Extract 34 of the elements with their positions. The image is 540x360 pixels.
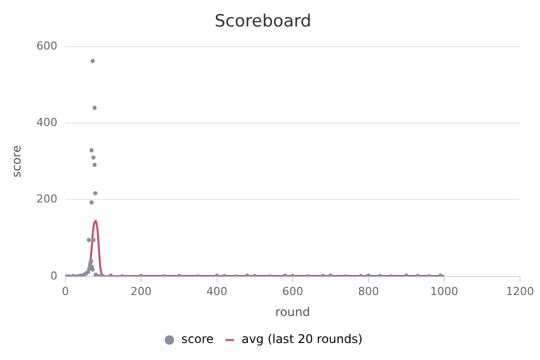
- point: [416, 274, 420, 276]
- x-tick-label: 800: [358, 284, 379, 298]
- point: [252, 274, 257, 276]
- y-tick-label: 400: [36, 116, 58, 129]
- chart-title: Scoreboard: [214, 12, 312, 32]
- point: [245, 274, 250, 276]
- y-tick-label: 600: [36, 39, 58, 52]
- y-tick-label: 0: [50, 269, 58, 282]
- point: [90, 267, 95, 272]
- y-tick-label: 200: [36, 192, 58, 206]
- y-axis-title: score: [9, 145, 24, 178]
- x-tick-label: 400: [206, 284, 228, 298]
- point: [290, 274, 295, 276]
- point: [92, 162, 97, 167]
- point: [89, 200, 94, 205]
- point: [89, 148, 94, 152]
- point: [92, 106, 97, 110]
- x-tick-label: 1000: [430, 284, 458, 298]
- legend-label: score: [181, 332, 214, 346]
- x-axis-title: round: [275, 304, 310, 319]
- point: [378, 274, 382, 276]
- point: [93, 191, 98, 196]
- x-tick-label: 1200: [506, 284, 534, 298]
- x-tick-label: 600: [282, 284, 304, 298]
- point: [86, 238, 91, 242]
- legend-label: avg (last 20 rounds): [242, 332, 363, 346]
- point: [283, 274, 288, 276]
- point: [108, 274, 113, 276]
- point: [404, 274, 408, 276]
- point: [91, 238, 96, 242]
- point: [90, 58, 95, 64]
- point: [91, 155, 96, 160]
- x-tick-label: 200: [130, 284, 152, 298]
- x-tick-label: 0: [62, 284, 69, 298]
